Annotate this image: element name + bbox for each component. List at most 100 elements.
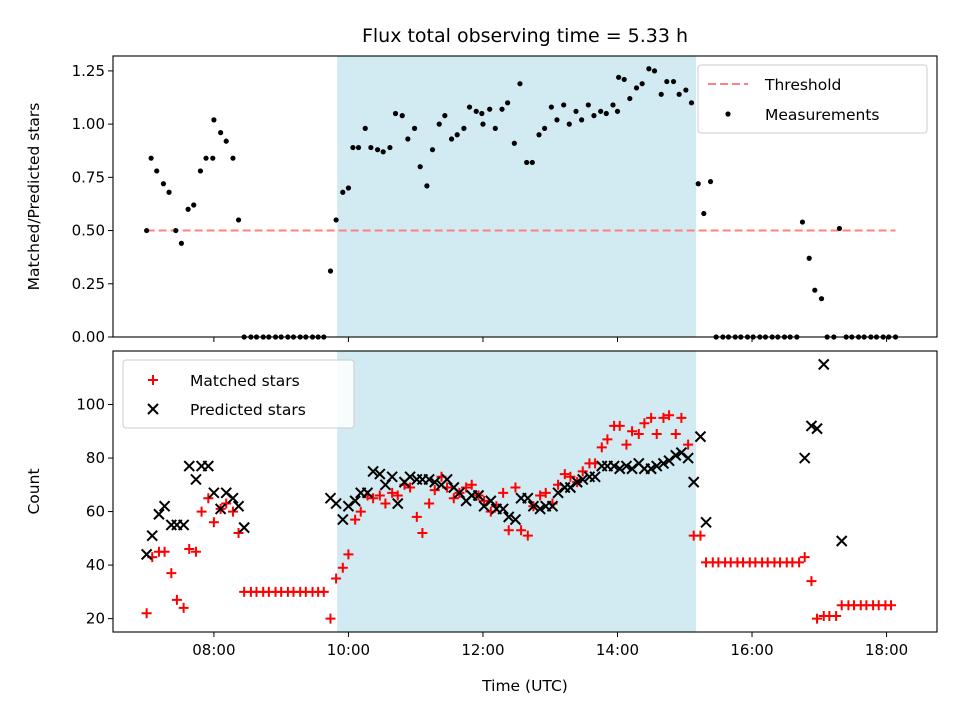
matched-point <box>417 527 428 538</box>
matched-point <box>171 594 182 605</box>
legend: Matched stars Predicted stars <box>122 359 355 429</box>
measurement-point <box>670 78 677 85</box>
legend-predicted-swatch <box>147 403 159 415</box>
predicted-point <box>472 489 485 502</box>
measurement-point <box>461 125 467 131</box>
shaded-interval <box>337 351 696 632</box>
measurement-point <box>487 106 493 112</box>
measurement-point <box>651 68 658 74</box>
measurement-point <box>492 125 498 131</box>
measurement-point <box>350 144 356 151</box>
predicted-point <box>208 487 220 499</box>
predicted-point <box>818 358 830 371</box>
matched-point <box>695 530 706 541</box>
y-tick-label: 0.75 <box>72 168 105 186</box>
matched-point <box>203 493 214 504</box>
legend-measurements-swatch <box>725 111 731 117</box>
matched-point <box>392 490 403 501</box>
measurement-point <box>561 102 567 108</box>
measurement-point <box>591 113 597 119</box>
predicted-point <box>183 460 195 472</box>
matched-point <box>380 498 391 509</box>
measurement-point <box>362 125 368 131</box>
measurement-point <box>688 100 695 106</box>
measurement-point <box>585 102 591 108</box>
matched-point <box>466 479 477 490</box>
legend-matched-label: Matched stars <box>190 372 300 390</box>
matched-point <box>651 428 662 439</box>
measurement-point <box>646 66 652 72</box>
bottom-panel: 20 40 60 80 100 08:00 10:00 12:00 14:00 16:00 18:0… <box>25 350 938 695</box>
matched-point <box>503 525 514 536</box>
predicted-point <box>682 452 694 464</box>
measurement-point <box>355 144 362 151</box>
predicted-point <box>608 460 620 472</box>
measurement-point <box>621 76 627 83</box>
matched-point <box>812 613 823 624</box>
measurement-point <box>627 95 633 102</box>
predicted-point <box>835 535 848 547</box>
predicted-point <box>214 503 227 515</box>
predicted-point <box>688 476 700 488</box>
legend-matched-swatch <box>148 375 158 385</box>
matched-point <box>429 485 440 496</box>
measurement-point <box>173 227 179 234</box>
measurement-point <box>411 125 418 131</box>
measurement-point <box>218 130 224 136</box>
measurement-point <box>511 140 517 146</box>
measurement-point <box>548 104 554 110</box>
measurement-point <box>480 121 486 127</box>
matched-point <box>639 418 650 429</box>
predicted-point <box>349 495 361 507</box>
matched-point <box>633 428 644 439</box>
predicted-point <box>700 516 712 528</box>
matched-point <box>374 490 385 501</box>
measurement-point <box>579 117 585 123</box>
predicted-point <box>657 457 670 470</box>
matched-point <box>602 434 613 445</box>
matched-point <box>178 602 189 613</box>
matched-point <box>411 511 422 522</box>
predicted-point <box>614 463 626 475</box>
matched-point <box>540 487 551 498</box>
measurement-point <box>664 78 670 85</box>
matched-point <box>670 428 681 439</box>
measurement-point <box>598 108 604 114</box>
predicted-point <box>429 476 441 488</box>
measurement-point <box>536 132 542 138</box>
predicted-point <box>361 487 374 499</box>
matched-point <box>577 466 588 477</box>
matched-point <box>886 600 897 611</box>
axes-frame <box>112 55 938 338</box>
legend: Threshold Measurements <box>697 64 928 134</box>
measurement-point <box>210 155 216 161</box>
matched-point <box>337 562 348 573</box>
y-tick-label: 80 <box>86 449 105 467</box>
measurement-point <box>603 110 609 117</box>
measurement-point <box>524 159 530 166</box>
y-tick-label: 0.50 <box>72 222 105 240</box>
x-tick-label: 10:00 <box>327 641 370 659</box>
measurement-point <box>429 147 436 153</box>
measurement-point <box>442 113 448 119</box>
measurement-point <box>473 108 479 114</box>
predicted-point <box>645 463 657 475</box>
matched-point <box>627 426 638 437</box>
predicted-point <box>386 471 398 483</box>
matched-point <box>318 586 329 597</box>
measurement-point <box>230 155 236 161</box>
matched-point <box>448 493 459 504</box>
x-tick-label: 16:00 <box>730 641 773 659</box>
measurement-point <box>676 91 682 97</box>
matched-point <box>683 439 694 450</box>
matched-point <box>196 506 207 517</box>
predicted-point <box>503 511 515 523</box>
matched-point <box>498 487 509 498</box>
y-tick-label: 100 <box>76 396 105 414</box>
legend-predicted-label: Predicted stars <box>190 401 306 419</box>
predicted-point <box>651 460 663 472</box>
y-axis-label: Count <box>25 468 43 514</box>
matched-point <box>233 527 244 538</box>
matched-point <box>424 498 435 509</box>
measurement-point <box>417 164 423 170</box>
